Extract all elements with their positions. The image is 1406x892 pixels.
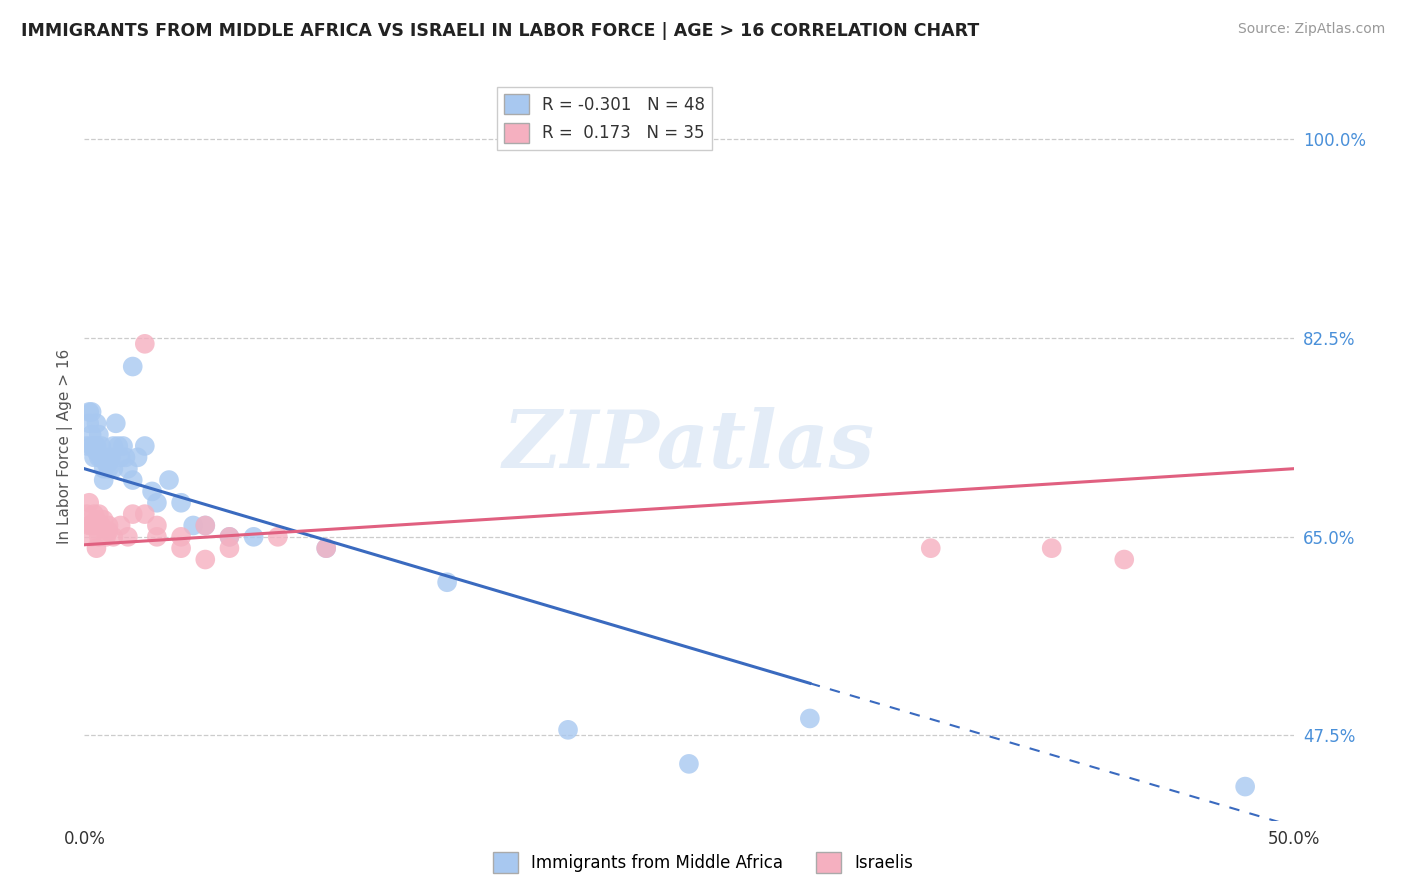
Point [93,473,115,487]
Point [86,439,108,453]
Point [242,530,264,544]
Point [90,450,112,465]
Point [80,518,103,533]
Point [194,518,217,533]
Point [93,461,115,475]
Point [94,450,117,465]
Point [86,444,108,458]
Point [77,405,100,419]
Point [112,439,135,453]
Point [77,518,100,533]
Point [146,518,169,533]
Point [170,541,193,556]
Point [104,417,127,431]
Point [90,518,112,533]
Point [141,484,163,499]
Point [80,439,103,453]
Point [83,439,105,453]
Point [114,450,136,465]
Point [97,518,120,533]
Point [77,417,100,431]
Point [77,496,100,510]
Point [194,552,217,566]
Point [170,530,193,544]
Point [315,541,337,556]
Point [86,417,108,431]
Point [83,518,105,533]
Point [87,450,110,465]
Point [83,450,105,465]
Point [146,496,169,510]
Point [170,496,193,510]
Point [920,541,942,556]
Point [799,711,821,725]
Point [94,456,117,470]
Legend: Immigrants from Middle Africa, Israelis: Immigrants from Middle Africa, Israelis [486,846,920,880]
Point [557,723,579,737]
Point [181,518,204,533]
Point [87,530,110,544]
Point [80,427,103,442]
Point [194,518,217,533]
Point [117,530,139,544]
Point [121,473,143,487]
Point [83,507,105,521]
Point [315,541,337,556]
Point [76,439,98,453]
Point [110,450,132,465]
Point [86,541,108,556]
Text: IMMIGRANTS FROM MIDDLE AFRICA VS ISRAELI IN LABOR FORCE | AGE > 16 CORRELATION C: IMMIGRANTS FROM MIDDLE AFRICA VS ISRAELI… [21,22,980,40]
Text: ZIPatlas: ZIPatlas [503,408,875,484]
Point [97,461,120,475]
Point [76,507,98,521]
Point [93,513,115,527]
Point [86,513,108,527]
Point [103,439,125,453]
Point [267,530,290,544]
Point [97,456,120,470]
Point [87,507,110,521]
Point [80,405,103,419]
Point [110,518,132,533]
Text: Source: ZipAtlas.com: Source: ZipAtlas.com [1237,22,1385,37]
Point [87,427,110,442]
Point [90,439,112,453]
Point [103,461,125,475]
Point [80,530,103,544]
Point [436,575,458,590]
Point [103,530,125,544]
Point [94,530,117,544]
Point [1114,552,1136,566]
Point [1234,780,1257,794]
Point [134,439,156,453]
Point [100,450,122,465]
Point [134,336,156,351]
Point [146,530,169,544]
Point [121,359,143,374]
Point [218,530,240,544]
Point [218,541,240,556]
Point [97,524,120,538]
Legend: R = -0.301   N = 48, R =  0.173   N = 35: R = -0.301 N = 48, R = 0.173 N = 35 [496,87,711,150]
Point [157,473,180,487]
Point [134,507,156,521]
Point [121,507,143,521]
Point [218,530,240,544]
Point [678,756,700,771]
Point [127,450,149,465]
Point [117,461,139,475]
Point [107,439,129,453]
Y-axis label: In Labor Force | Age > 16: In Labor Force | Age > 16 [58,349,73,543]
Point [1040,541,1063,556]
